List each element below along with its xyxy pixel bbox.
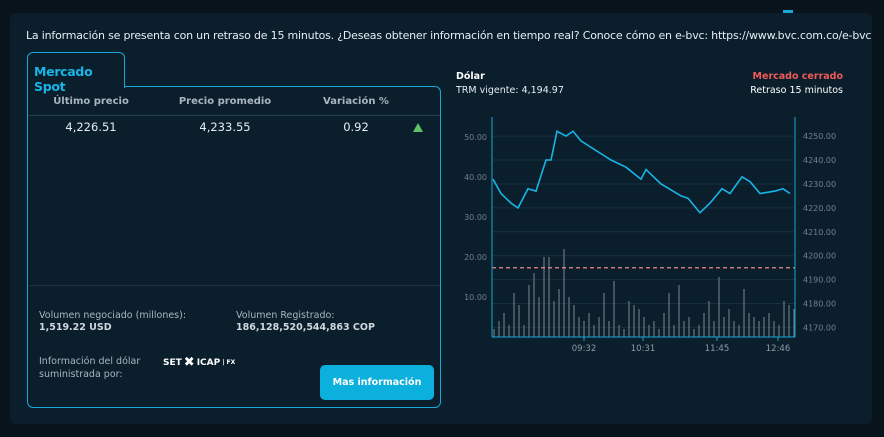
delay-notice: La información se presenta con un retras… [26, 29, 872, 42]
volume-negotiated-label: Volumen negociado (millones): [39, 310, 187, 321]
price-chart: 4170.00 4180.00 4190.00 4200.00 4210.00 4220.… [464, 117, 836, 354]
spot-box [27, 86, 441, 408]
header-precio-promedio: Precio promedio [178, 96, 272, 107]
market-status: Mercado cerrado [752, 71, 843, 82]
provider-label: Información del dólar suministrada por: [39, 356, 141, 380]
arrow-up-icon [413, 123, 423, 132]
ultimo-precio-value: 4,226.51 [65, 120, 117, 134]
left-axis-tick: 40.00 [464, 173, 487, 182]
right-axis-tick: 4200.00 [803, 252, 836, 261]
right-axis-tick: 4230.00 [803, 180, 836, 189]
left-axis-tick: 20.00 [464, 253, 487, 262]
chart-title: Dólar [456, 71, 485, 82]
right-axis-tick: 4240.00 [803, 156, 836, 165]
divider [28, 115, 440, 116]
volume-registered-label: Volumen Registrado: [236, 310, 335, 321]
header-ultimo-precio: Último precio [53, 96, 129, 107]
precio-promedio-value: 4,233.55 [199, 120, 251, 134]
left-axis-tick: 50.00 [464, 133, 487, 142]
right-axis-tick: 4180.00 [803, 300, 836, 309]
right-axis-tick: 4210.00 [803, 228, 836, 237]
trm-value: TRM vigente: 4,194.97 [456, 85, 564, 96]
right-axis-tick: 4170.00 [803, 323, 836, 332]
tab-mercado-spot[interactable]: Mercado Spot [27, 52, 125, 94]
right-axis-tick: 4250.00 [803, 132, 836, 141]
header-variacion: Variación % [323, 96, 389, 107]
volume-registered-value: 186,128,520,544,863 COP [236, 322, 375, 333]
x-axis-tick: 09:32 [572, 344, 597, 354]
x-axis-tick: 11:45 [705, 344, 730, 354]
divider [28, 285, 440, 286]
delay-label: Retraso 15 minutos [750, 85, 843, 96]
price-line [492, 130, 791, 214]
right-axis-tick: 4190.00 [803, 276, 836, 285]
x-axis-tick: 10:31 [631, 344, 656, 354]
left-axis-tick: 10.00 [464, 293, 487, 302]
left-axis-tick: 30.00 [464, 213, 487, 222]
right-axis-tick: 4220.00 [803, 204, 836, 213]
x-axis-tick: 12:46 [766, 344, 791, 354]
variacion-value: 0.92 [343, 120, 369, 134]
market-panel [10, 13, 872, 424]
volume-negotiated-value: 1,519.22 USD [39, 322, 112, 333]
more-info-button[interactable]: Mas información [320, 365, 434, 400]
set-icap-logo: SET ✖ ICAP | FX [163, 355, 236, 370]
tab-indicator [783, 10, 793, 13]
